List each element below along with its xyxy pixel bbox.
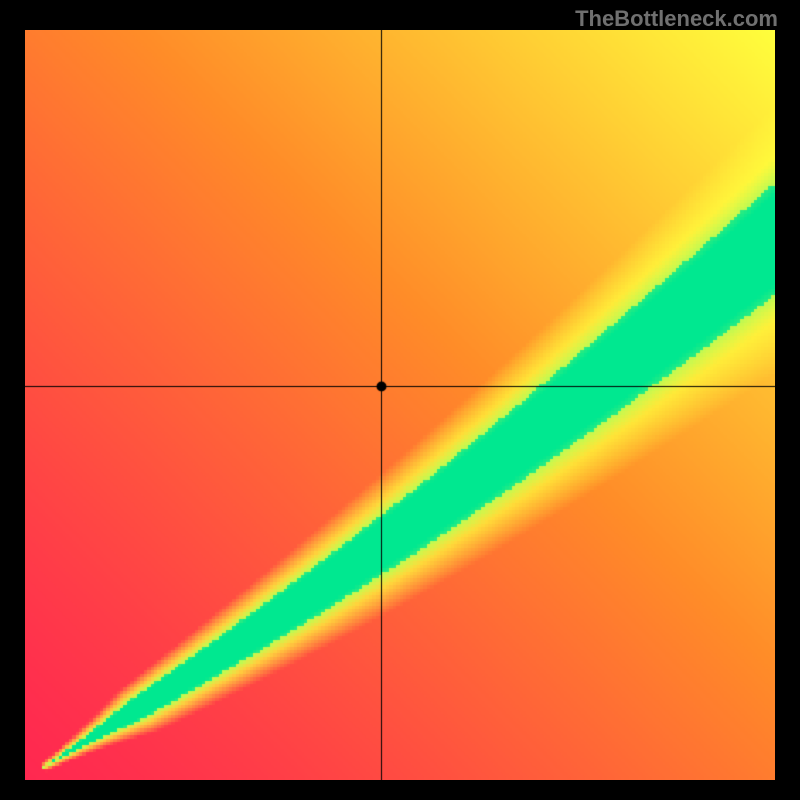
bottleneck-heatmap (25, 30, 775, 780)
chart-container: TheBottleneck.com (0, 0, 800, 800)
watermark-text: TheBottleneck.com (575, 6, 778, 32)
